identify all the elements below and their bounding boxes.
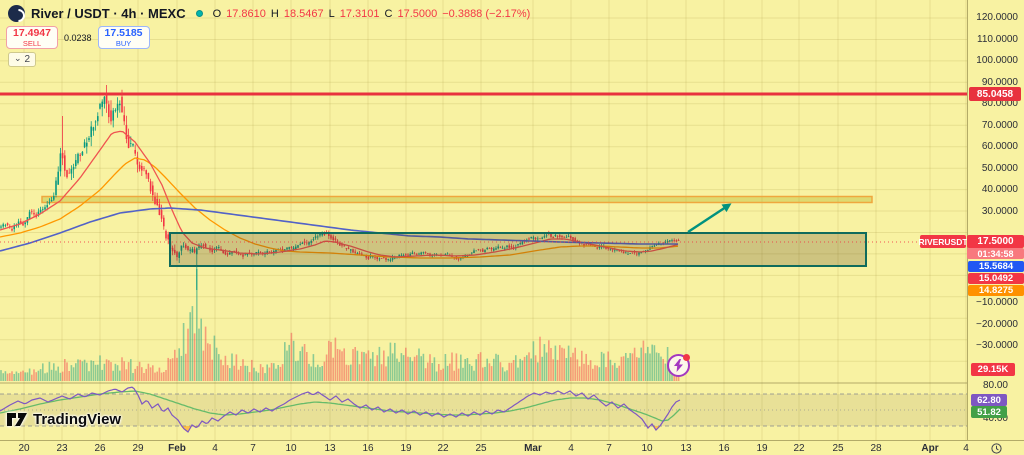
time-axis-label: Feb: [168, 443, 186, 454]
clock-icon[interactable]: [991, 443, 1002, 454]
countdown-label: 01:34:58: [967, 248, 1024, 259]
price-axis-label: −20.0000: [976, 319, 1018, 330]
time-axis-label: 4: [963, 443, 969, 454]
tradingview-logo[interactable]: TradingView: [6, 410, 121, 428]
tradingview-logo-icon: [7, 413, 27, 426]
ma-label-orange: 14.8275: [968, 285, 1024, 296]
price-axis-label: 80.00: [982, 380, 1008, 391]
sell-label: SELL: [22, 38, 42, 48]
chevron-down-icon: ⌄: [14, 53, 22, 63]
lightning-icon[interactable]: [667, 354, 690, 377]
time-axis-label: 7: [606, 443, 612, 454]
price-axis-label: 80.0000: [981, 98, 1018, 109]
rsi-value-label: 62.80: [971, 394, 1007, 406]
spread-value: 0.0238: [64, 32, 92, 43]
symbol-tag: RIVERUSDT: [918, 235, 968, 248]
market-status-icon[interactable]: [195, 10, 203, 17]
time-axis-label: 25: [832, 443, 844, 454]
low-value: 17.3101: [339, 7, 380, 20]
time-axis-label: 20: [18, 443, 30, 454]
high-value: 18.5467: [283, 7, 324, 20]
time-axis-label: 10: [285, 443, 297, 454]
symbol-logo-icon: [8, 5, 25, 22]
buy-label: BUY: [115, 38, 132, 48]
indicators-collapse-button[interactable]: ⌄ 2: [8, 52, 37, 67]
price-axis-label: 100.0000: [976, 55, 1018, 66]
notification-dot-icon: [683, 354, 690, 361]
time-axis-label: 29: [132, 443, 144, 454]
price-axis[interactable]: 120.0000 110.0000 100.0000 90.0000 80.0000 70…: [967, 0, 1024, 440]
time-axis-label: 7: [250, 443, 256, 454]
buy-button[interactable]: 17.5185 BUY: [97, 26, 150, 49]
price-axis-label: 40.0000: [981, 184, 1018, 195]
price-axis-label: 90.0000: [981, 77, 1018, 88]
sell-price: 17.4947: [13, 27, 51, 39]
level-price-label: 85.0458: [969, 87, 1021, 101]
tradingview-logo-text: TradingView: [33, 410, 122, 428]
time-axis-label: 26: [94, 443, 106, 454]
ma-label-red: 15.0492: [968, 273, 1024, 284]
symbol-title[interactable]: River / USDT · 4h · MEXC: [31, 6, 186, 21]
time-axis-label: 4: [568, 443, 574, 454]
price-axis-label: 110.0000: [977, 34, 1018, 45]
volume-label: 29.15K: [971, 363, 1015, 376]
trade-buttons: 17.4947 SELL 0.0238 17.5185 BUY: [6, 26, 150, 49]
close-label: C: [384, 7, 393, 20]
time-axis-label: 16: [362, 443, 374, 454]
time-axis-label: 13: [324, 443, 336, 454]
open-label: O: [212, 7, 222, 20]
time-axis-label: 13: [680, 443, 692, 454]
time-axis-label: 4: [212, 443, 218, 454]
time-axis-label: 28: [870, 443, 882, 454]
price-axis-label: 120.0000: [976, 12, 1018, 23]
time-axis-label: 10: [641, 443, 653, 454]
close-value: 17.5000: [397, 7, 438, 20]
sell-button[interactable]: 17.4947 SELL: [6, 26, 58, 49]
indicators-count: 2: [24, 54, 31, 65]
open-value: 17.8610: [226, 7, 266, 20]
price-axis-label: −30.0000: [976, 340, 1018, 351]
time-axis-label: 25: [475, 443, 487, 454]
price-axis-label: 70.0000: [981, 120, 1018, 131]
price-axis-label: 50.0000: [981, 163, 1018, 174]
time-axis-label: Mar: [524, 443, 542, 454]
time-axis-label: Apr: [921, 443, 939, 454]
last-price-label: 17.5000: [967, 235, 1024, 248]
price-axis-label: −10.0000: [976, 297, 1018, 308]
time-axis-label: 22: [437, 443, 449, 454]
price-chart-canvas[interactable]: [0, 0, 967, 455]
time-axis[interactable]: 20 23 26 29 Feb 4 7 10 13 16 19 22 25 Mar 4 7 10 13 16 19 22…: [0, 440, 1024, 455]
low-label: L: [328, 7, 335, 20]
time-axis-label: 22: [793, 443, 805, 454]
price-axis-label: 30.0000: [981, 206, 1018, 217]
price-axis-label: 60.0000: [981, 141, 1018, 152]
ohlc-values: O 17.8610 H 18.5467 L 17.3101 C 17.5000 −0.3…: [213, 8, 531, 20]
buy-price: 17.5185: [104, 27, 143, 39]
change-value: −0.3888 (−2.17%): [442, 7, 531, 20]
rsi-ma-label: 51.82: [971, 406, 1007, 418]
symbol-header: River / USDT · 4h · MEXC O 17.8610 H 18.54…: [8, 5, 530, 22]
time-axis-label: 19: [400, 443, 412, 454]
high-label: H: [270, 7, 279, 20]
time-axis-label: 16: [718, 443, 730, 454]
time-axis-label: 23: [56, 443, 68, 454]
price-axis-label: 40.00: [982, 413, 1008, 424]
ma-label-blue: 15.5684: [968, 261, 1024, 272]
time-axis-label: 19: [756, 443, 768, 454]
